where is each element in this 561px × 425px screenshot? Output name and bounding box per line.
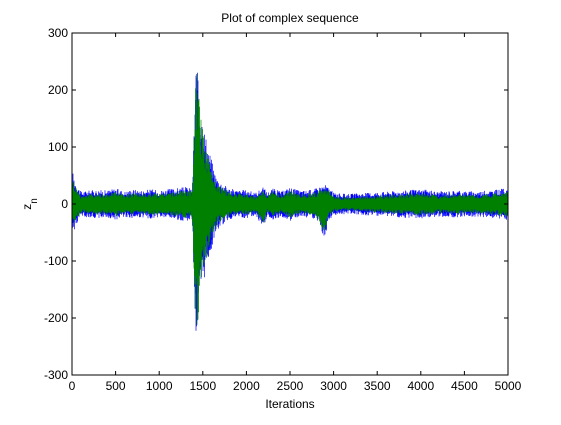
x-tick-label: 500 (106, 379, 126, 393)
x-tick-label: 4500 (451, 379, 478, 393)
y-tick-label: -200 (44, 311, 68, 325)
x-tick-label: 1000 (146, 379, 173, 393)
y-tick-label: 300 (48, 26, 68, 40)
x-tick-label: 3000 (320, 379, 347, 393)
y-axis-ticks: -300 -200 -100 0 100 200 300 (44, 26, 508, 382)
y-axis-label-main: zn (20, 198, 40, 210)
x-tick-label: 4000 (407, 379, 434, 393)
x-axis-label: Iterations (265, 397, 314, 411)
x-axis-ticks: 0 500 1000 1500 2000 2500 3000 3500 4000 4500 5000 (69, 33, 522, 393)
y-axis-label: zn (20, 198, 40, 210)
plot-area (71, 32, 509, 376)
x-tick-label: 3500 (364, 379, 391, 393)
y-axis-label-z: z (20, 204, 34, 210)
x-tick-label: 5000 (495, 379, 522, 393)
x-tick-label: 1500 (189, 379, 216, 393)
x-tick-label: 2500 (277, 379, 304, 393)
y-tick-label: 200 (48, 83, 68, 97)
y-axis-label-subscript: n (29, 198, 40, 204)
y-tick-label: 0 (61, 197, 68, 211)
y-tick-label: -100 (44, 254, 68, 268)
chart-title: Plot of complex sequence (221, 11, 359, 25)
y-tick-label: -300 (44, 368, 68, 382)
y-tick-label: 100 (48, 140, 68, 154)
x-tick-label: 0 (69, 379, 76, 393)
x-tick-label: 2000 (233, 379, 260, 393)
